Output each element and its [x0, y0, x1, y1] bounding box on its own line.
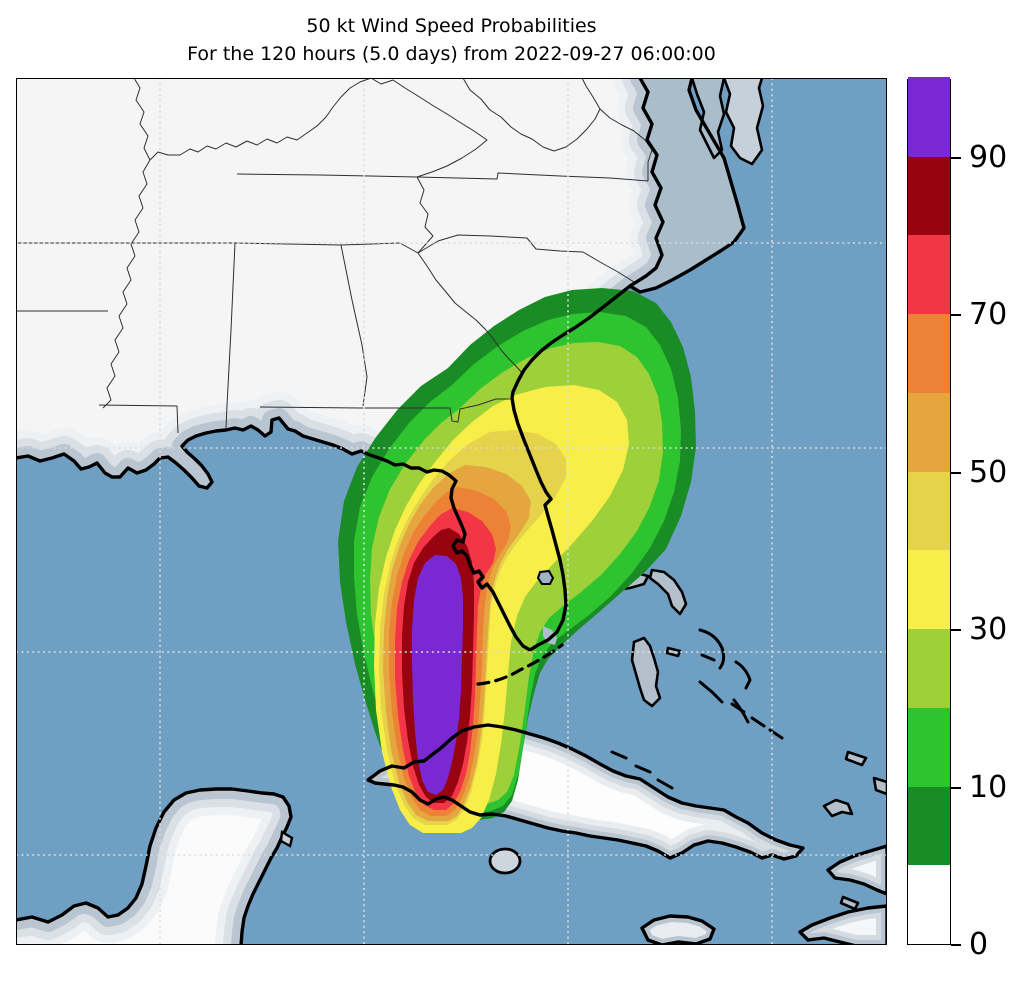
- chart-subtitle: For the 120 hours (5.0 days) from 2022-0…: [187, 43, 716, 65]
- colorbar-segment-20-30: [908, 628, 950, 708]
- colorbar-tick: [951, 944, 961, 946]
- colorbar-tick: [951, 471, 961, 474]
- colorbar-tick: [951, 629, 961, 632]
- colorbar-tick-label: 90: [969, 139, 1008, 175]
- delmarva-peninsula: [724, 78, 763, 164]
- chesapeake-coastline: [690, 78, 726, 160]
- chesapeake-bay: [692, 78, 724, 158]
- state-borders: [16, 78, 653, 434]
- bahamas-cays: [610, 628, 784, 790]
- wind-probability-contours: [338, 288, 696, 833]
- colorbar-segment-40-50: [908, 471, 950, 551]
- colorbar: 0 10 30 50 70 90: [907, 77, 1024, 960]
- graticule: [16, 78, 887, 945]
- probability-map: [16, 78, 887, 945]
- colorbar-tick-label: 50: [969, 454, 1008, 490]
- contour-band-90-100: [412, 555, 463, 795]
- colorbar-segment-30-40: [908, 549, 950, 630]
- colorbar-bar: [907, 77, 951, 945]
- chart-title: 50 kt Wind Speed Probabilities: [306, 15, 597, 37]
- colorbar-segment-10-20: [908, 707, 950, 787]
- colorbar-tick-label: 0: [969, 927, 989, 962]
- isle-of-youth: [488, 847, 522, 875]
- colorbar-segment-90-100: [908, 77, 950, 157]
- colorbar-tick-label: 70: [969, 297, 1008, 333]
- colorbar-segment-5-10: [908, 785, 950, 866]
- colorbar-tick-label: 30: [969, 612, 1008, 648]
- map-panel: [16, 78, 887, 945]
- colorbar-tick: [951, 314, 961, 317]
- lake-okeechobee: [536, 569, 555, 585]
- colorbar-tick: [951, 786, 961, 789]
- colorbar-segment-80-90: [908, 156, 950, 236]
- colorbar-tick-label: 10: [969, 769, 1008, 805]
- colorbar-tick: [951, 156, 961, 159]
- cozumel-island: [279, 830, 294, 848]
- delmarva-coastline: [722, 78, 765, 166]
- colorbar-segment-0-5: [908, 864, 950, 944]
- colorbar-segment-70-80: [908, 234, 950, 315]
- colorbar-segment-50-60: [908, 392, 950, 472]
- colorbar-segment-60-70: [908, 313, 950, 393]
- chart-title-block: 50 kt Wind Speed Probabilities For the 1…: [16, 12, 887, 68]
- pamlico-sound: [630, 78, 744, 292]
